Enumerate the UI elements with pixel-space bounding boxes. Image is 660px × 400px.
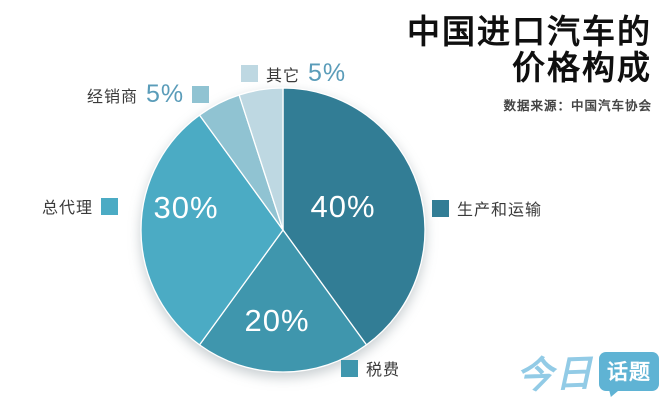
logo-today-topic: 今日 话题	[515, 344, 659, 398]
dealer-color-swatch	[192, 86, 210, 103]
dealer-pct: 5%	[146, 80, 185, 108]
pie-slice-2	[140, 114, 284, 346]
dealer-label: 经销商	[87, 88, 139, 106]
legend-general-agent: 总代理	[42, 194, 119, 218]
legend-dealer: 经销商 5%	[87, 80, 210, 109]
tax-color-swatch	[341, 359, 358, 377]
slice-value-label-agent: 30%	[153, 190, 219, 225]
pie-slice-0	[282, 87, 426, 346]
others-pct: 5%	[308, 59, 347, 87]
slice-value-label-tax: 20%	[244, 303, 310, 338]
production-color-swatch	[432, 199, 449, 217]
legend-others: 其它 5%	[241, 59, 346, 88]
pie-chart	[140, 87, 426, 373]
production-label: 生产和运输	[457, 202, 543, 219]
general-agent-color-swatch	[101, 197, 119, 215]
logo-box-huati: 话题	[599, 351, 659, 391]
pie-slice-4	[238, 87, 284, 231]
general-agent-label: 总代理	[42, 200, 94, 217]
data-source-note: 数据来源：中国汽车协会	[503, 99, 652, 113]
slice-value-label-production: 40%	[310, 189, 376, 224]
others-label: 其它	[266, 67, 301, 85]
title-block: 中国进口汽车的 价格构成 数据来源：中国汽车协会	[407, 14, 652, 114]
others-color-swatch	[241, 65, 258, 82]
legend-tax: 税费	[341, 356, 400, 380]
tax-label: 税费	[366, 362, 401, 379]
page-title-line2: 价格构成	[512, 49, 652, 86]
logo-text-jinri: 今日	[515, 352, 595, 397]
legend-production: 生产和运输	[432, 196, 542, 220]
pie-slice-1	[198, 229, 368, 373]
page-title-line1: 中国进口汽车的	[407, 13, 652, 50]
